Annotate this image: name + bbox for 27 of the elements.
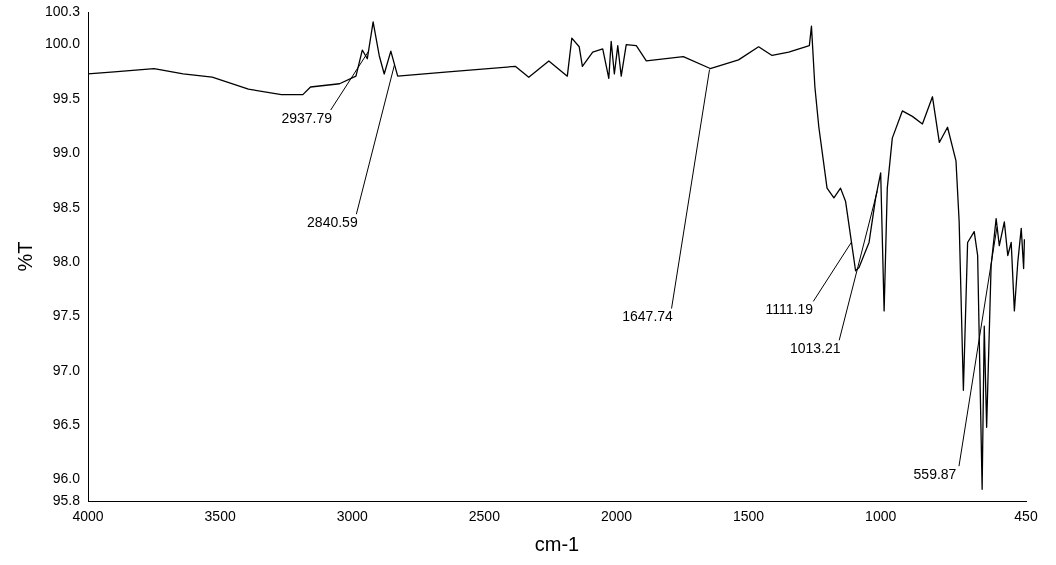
y-tick-label: 100.0 — [44, 35, 81, 52]
y-tick-label: 96.0 — [52, 470, 81, 487]
y-tick-label: 97.0 — [52, 361, 81, 378]
annotation: 1111.19 — [765, 301, 814, 318]
annotation: 1647.74 — [622, 308, 674, 325]
x-tick-label: 2000 — [600, 508, 633, 525]
x-tick-label: 3500 — [204, 508, 236, 525]
x-tick-label: 4000 — [72, 508, 104, 525]
annotation: 1013.21 — [789, 340, 841, 357]
y-tick-label: 100.3 — [44, 2, 81, 19]
annotation: 2840.59 — [307, 214, 358, 231]
y-tick-label: 98.0 — [52, 252, 81, 269]
y-tick-label: 95.8 — [52, 492, 81, 509]
x-tick-label: 1500 — [733, 508, 765, 525]
y-tick-label: 98.5 — [52, 198, 81, 215]
y-tick-label: 96.5 — [52, 415, 81, 432]
annotation: 559.87 — [913, 466, 957, 483]
x-tick-label: 450 — [1014, 508, 1038, 525]
y-tick-label: 99.5 — [52, 89, 81, 106]
x-tick-label: 1000 — [865, 508, 897, 525]
y-tick-label: 99.0 — [52, 144, 81, 161]
annotation: 2937.79 — [281, 109, 333, 126]
y-tick-label: 97.5 — [52, 307, 81, 324]
y-axis-title: %T — [13, 241, 36, 272]
x-tick-label: 2500 — [468, 508, 501, 525]
x-axis-title: cm-1 — [534, 532, 580, 555]
x-tick-label: 3000 — [336, 508, 369, 525]
